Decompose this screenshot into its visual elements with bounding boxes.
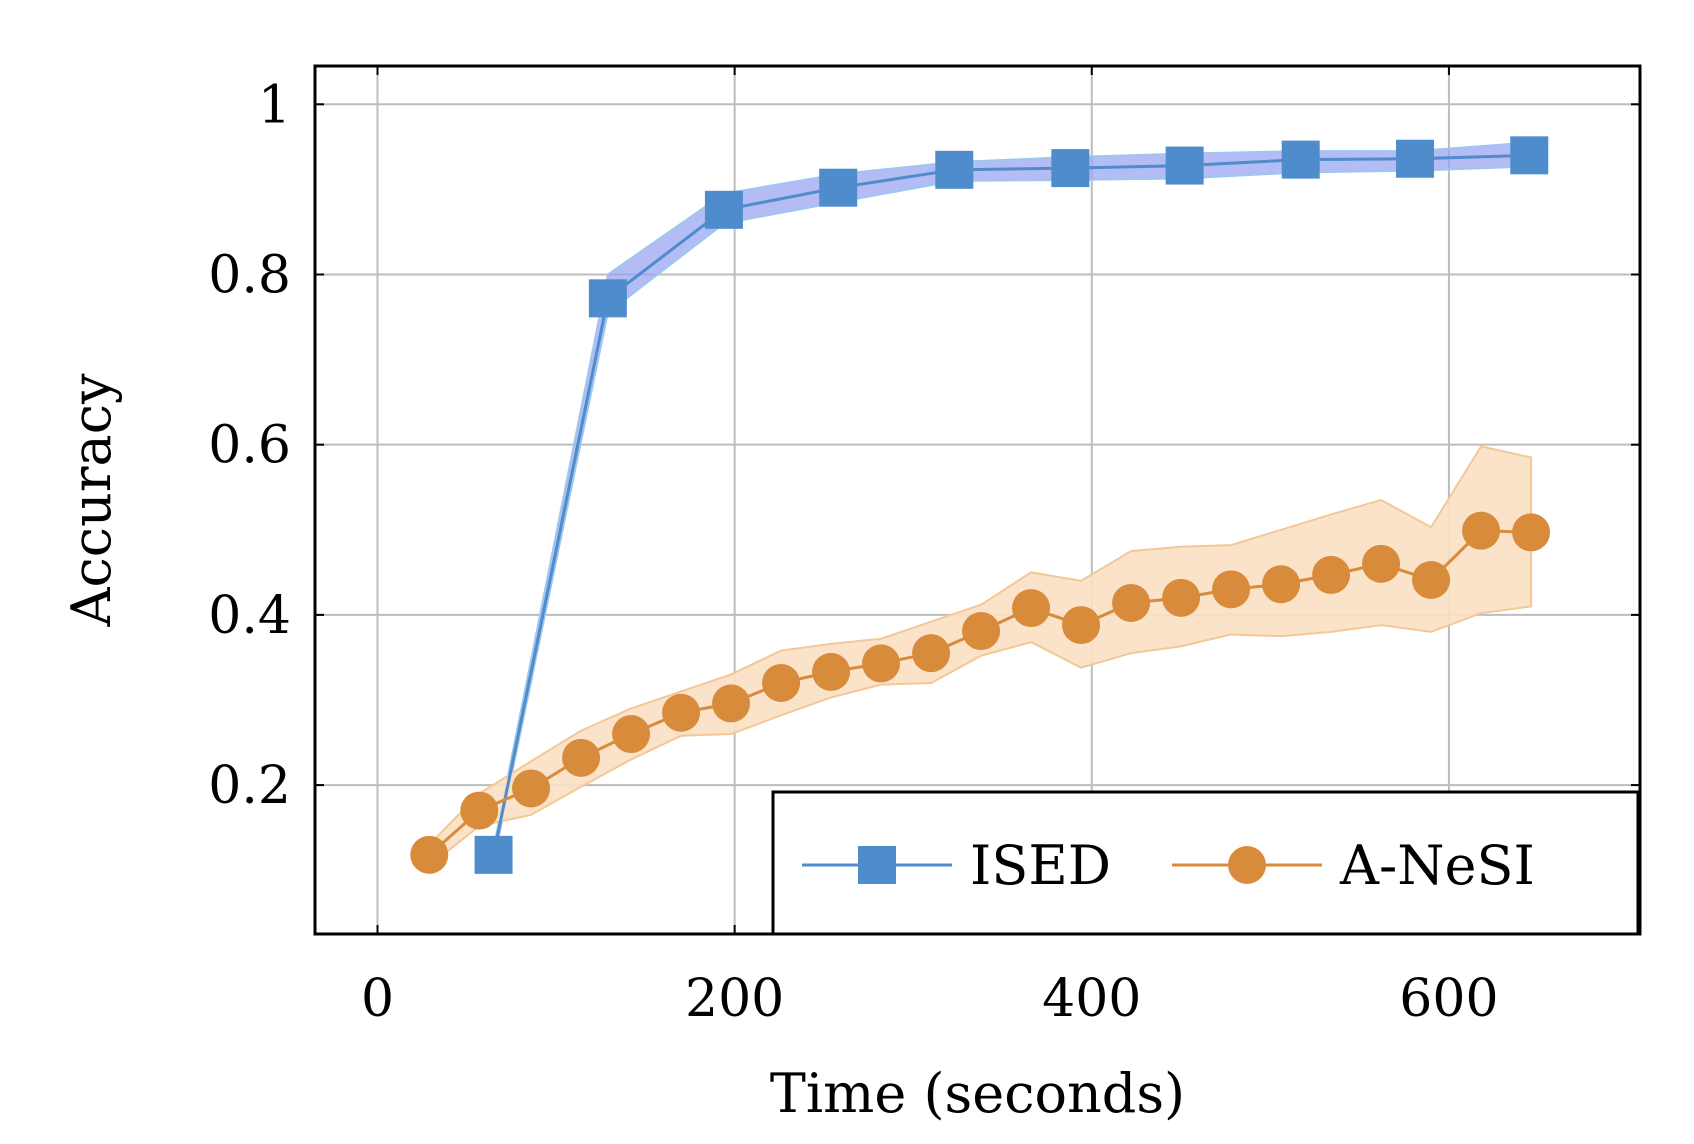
data-point-circle (812, 652, 851, 691)
data-point-circle (712, 684, 751, 723)
legend: ISED A-NeSI (771, 790, 1640, 936)
series-line (492, 153, 1530, 856)
data-point-circle (662, 693, 701, 732)
data-point-square (1510, 136, 1549, 175)
legend-marker-ised (858, 846, 896, 884)
data-point-circle (1112, 583, 1151, 622)
data-point-circle (1362, 544, 1401, 583)
data-point-square (935, 150, 974, 189)
legend-marker-anesi (1228, 846, 1266, 884)
x-tick-label: 0 (361, 969, 394, 1029)
data-point-circle (1262, 565, 1301, 604)
data-point-circle (1062, 606, 1101, 645)
data-point-circle (762, 663, 801, 702)
data-point-circle (962, 612, 1001, 651)
data-point-square (819, 168, 858, 207)
data-point-circle (1212, 570, 1251, 609)
y-tick-label: 0.8 (208, 245, 291, 305)
legend-label-anesi: A-NeSI (1339, 834, 1535, 897)
data-point-square (704, 190, 743, 229)
data-point-circle (1162, 578, 1201, 617)
y-tick-label: 0.2 (208, 756, 291, 816)
data-point-circle (912, 634, 951, 673)
confidence-band (428, 445, 1533, 869)
data-point-square (1281, 140, 1320, 179)
legend-label-ised: ISED (970, 834, 1111, 897)
data-point-circle (562, 738, 601, 777)
y-axis-title: Accuracy (60, 373, 123, 628)
y-tick-label: 1 (258, 75, 291, 135)
data-point-circle (1512, 513, 1551, 552)
y-tick-label: 0.6 (208, 416, 291, 476)
data-point-circle (460, 791, 499, 830)
x-tick-label: 400 (1042, 969, 1141, 1029)
y-tick-label: 0.4 (208, 586, 291, 646)
data-point-square (1165, 146, 1204, 185)
data-point-circle (1012, 589, 1051, 628)
data-point-square (1396, 139, 1434, 178)
x-axis-title: Time (seconds) (770, 1062, 1185, 1125)
x-tick-label: 200 (685, 969, 784, 1029)
data-point-square (1051, 149, 1090, 188)
data-point-circle (1462, 511, 1501, 550)
data-point-square (474, 835, 513, 874)
x-tick-label: 600 (1399, 969, 1498, 1029)
tick-labels: 0 200 400 600 0.2 0.4 0.6 0.8 1 (208, 75, 1498, 1029)
data-point-square (588, 279, 627, 318)
data-point-circle (612, 715, 651, 754)
data-point-circle (1412, 560, 1451, 599)
legend-box (771, 790, 1640, 936)
data-point-circle (410, 835, 449, 874)
series-markers (410, 136, 1551, 874)
data-point-circle (512, 769, 551, 808)
data-point-circle (862, 644, 901, 683)
data-point-circle (1312, 555, 1351, 594)
